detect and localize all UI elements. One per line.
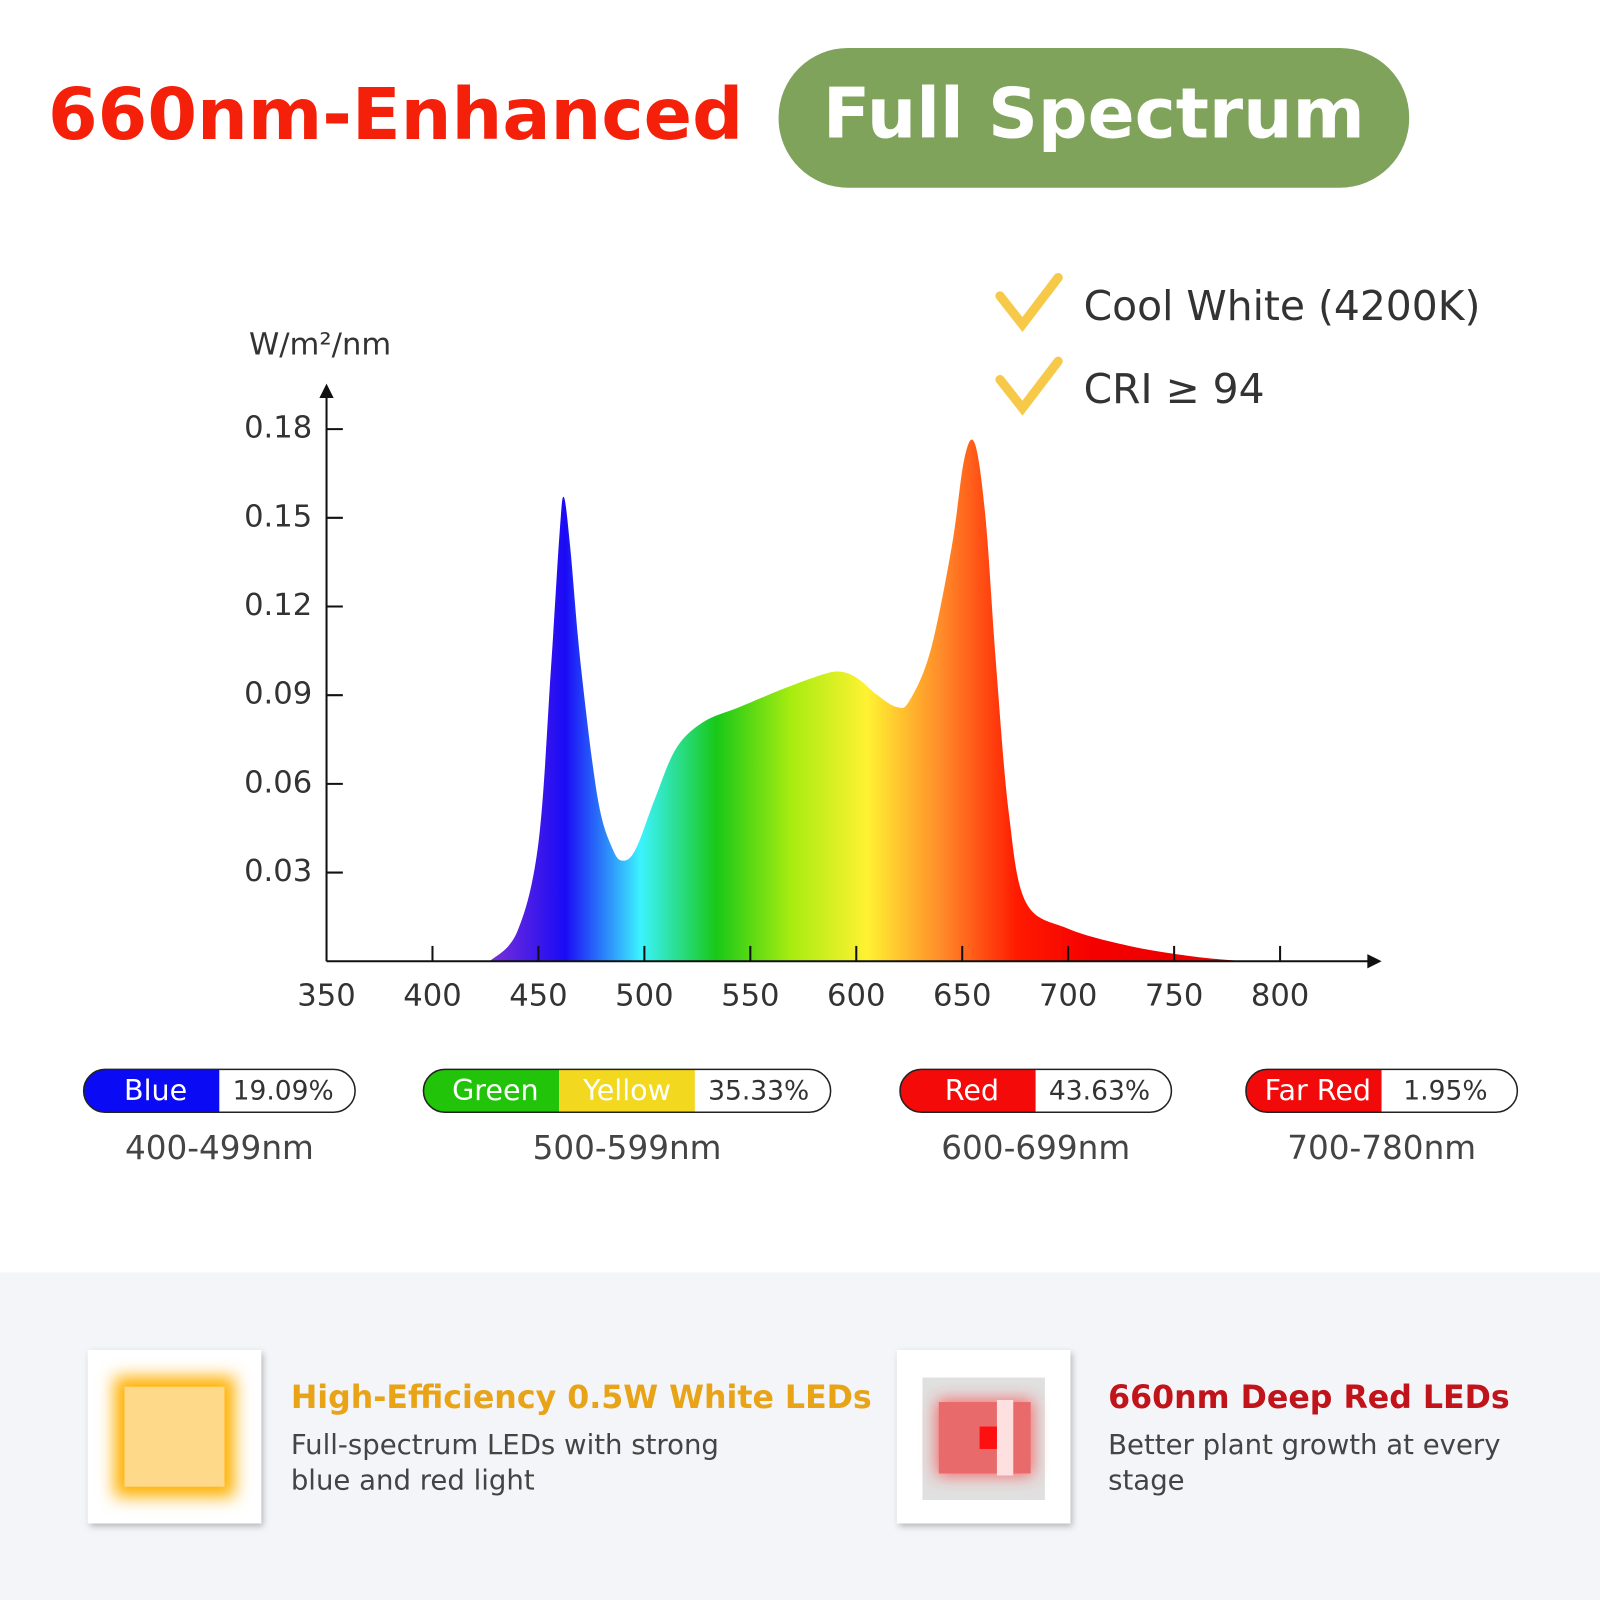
feature-text: stage — [1108, 1465, 1184, 1497]
band-value-cell — [694, 1069, 831, 1113]
annotation: Cool White (4200K) — [1084, 282, 1481, 330]
led-strip — [996, 1400, 1014, 1476]
band-legend: Blue 19.09% 400-499nm Green Yellow 35.33% 500-… — [82, 1068, 1519, 1167]
y-tick-label: 0.09 — [244, 677, 312, 712]
feature-title: 660nm Deep Red LEDs — [1108, 1380, 1510, 1416]
x-tick-label: 750 — [1145, 978, 1203, 1013]
x-tick-label: 350 — [297, 978, 355, 1013]
x-tick-label: 450 — [509, 978, 567, 1013]
band-name: Red — [945, 1073, 999, 1107]
x-tick-label: 600 — [827, 978, 885, 1013]
feature-panel — [0, 1272, 1600, 1600]
feature-text: Better plant growth at every — [1108, 1429, 1500, 1461]
x-axis-arrow — [1367, 954, 1382, 969]
band-range: 600-699nm — [941, 1129, 1130, 1167]
y-tick-label: 0.12 — [244, 588, 312, 623]
y-axis-arrow — [319, 383, 334, 398]
band-swatch — [900, 1069, 1036, 1113]
band-outline — [899, 1068, 1173, 1114]
band-value: 1.95% — [1403, 1075, 1487, 1106]
band-value-cell — [219, 1069, 356, 1113]
band-value: 19.09% — [233, 1075, 334, 1106]
x-tick-label: 650 — [933, 978, 991, 1013]
led-chip — [979, 1426, 997, 1449]
y-tick-label: 0.18 — [244, 411, 312, 446]
band-name: Yellow — [582, 1073, 671, 1107]
band-value: 35.33% — [708, 1075, 809, 1106]
band-range: 700-780nm — [1287, 1129, 1476, 1167]
band-outline — [82, 1068, 356, 1114]
band-name: Green — [452, 1073, 539, 1107]
feature-title: High-Efficiency 0.5W White LEDs — [291, 1380, 872, 1416]
y-tick-label: 0.03 — [244, 854, 312, 889]
band-name: Blue — [124, 1073, 187, 1107]
led-icon — [124, 1386, 225, 1487]
features: High-Efficiency 0.5W White LEDs Full-spec… — [291, 1380, 1510, 1497]
check-icon — [995, 272, 1063, 332]
y-tick-label: 0.06 — [244, 765, 312, 800]
x-tick-label: 400 — [403, 978, 461, 1013]
band-name: Far Red — [1265, 1073, 1371, 1107]
x-tick-label: 550 — [721, 978, 779, 1013]
chart: 0.03 0.06 0.09 0.12 0.15 0.18 350 400 450 500 550 6… — [244, 383, 1382, 1013]
spectrum-area — [489, 439, 1245, 962]
annotation: CRI ≥ 94 — [1084, 365, 1265, 413]
band-outline — [422, 1068, 832, 1114]
x-tick-label: 500 — [615, 978, 673, 1013]
title: 660nm-Enhanced — [48, 73, 743, 156]
band-swatch — [423, 1069, 560, 1113]
y-axis-label: W/m²/nm — [249, 327, 391, 362]
band-value-cell — [1381, 1069, 1518, 1113]
badge — [778, 47, 1410, 188]
band-value-cell — [1035, 1069, 1172, 1113]
check-icon — [995, 356, 1063, 416]
band-value: 43.63% — [1049, 1075, 1150, 1106]
band-swatch — [1245, 1069, 1382, 1113]
feature-text: Full-spectrum LEDs with strong — [291, 1429, 719, 1461]
feature-text: blue and red light — [291, 1465, 535, 1497]
band-outline — [1245, 1068, 1519, 1114]
badge-text: Full Spectrum — [823, 74, 1365, 154]
band-swatch — [83, 1069, 220, 1113]
x-tick-label: 800 — [1251, 978, 1309, 1013]
band-range: 400-499nm — [125, 1129, 314, 1167]
band-swatch — [559, 1069, 695, 1113]
y-tick-label: 0.15 — [244, 499, 312, 534]
band-range: 500-599nm — [533, 1129, 722, 1167]
x-tick-label: 700 — [1039, 978, 1097, 1013]
